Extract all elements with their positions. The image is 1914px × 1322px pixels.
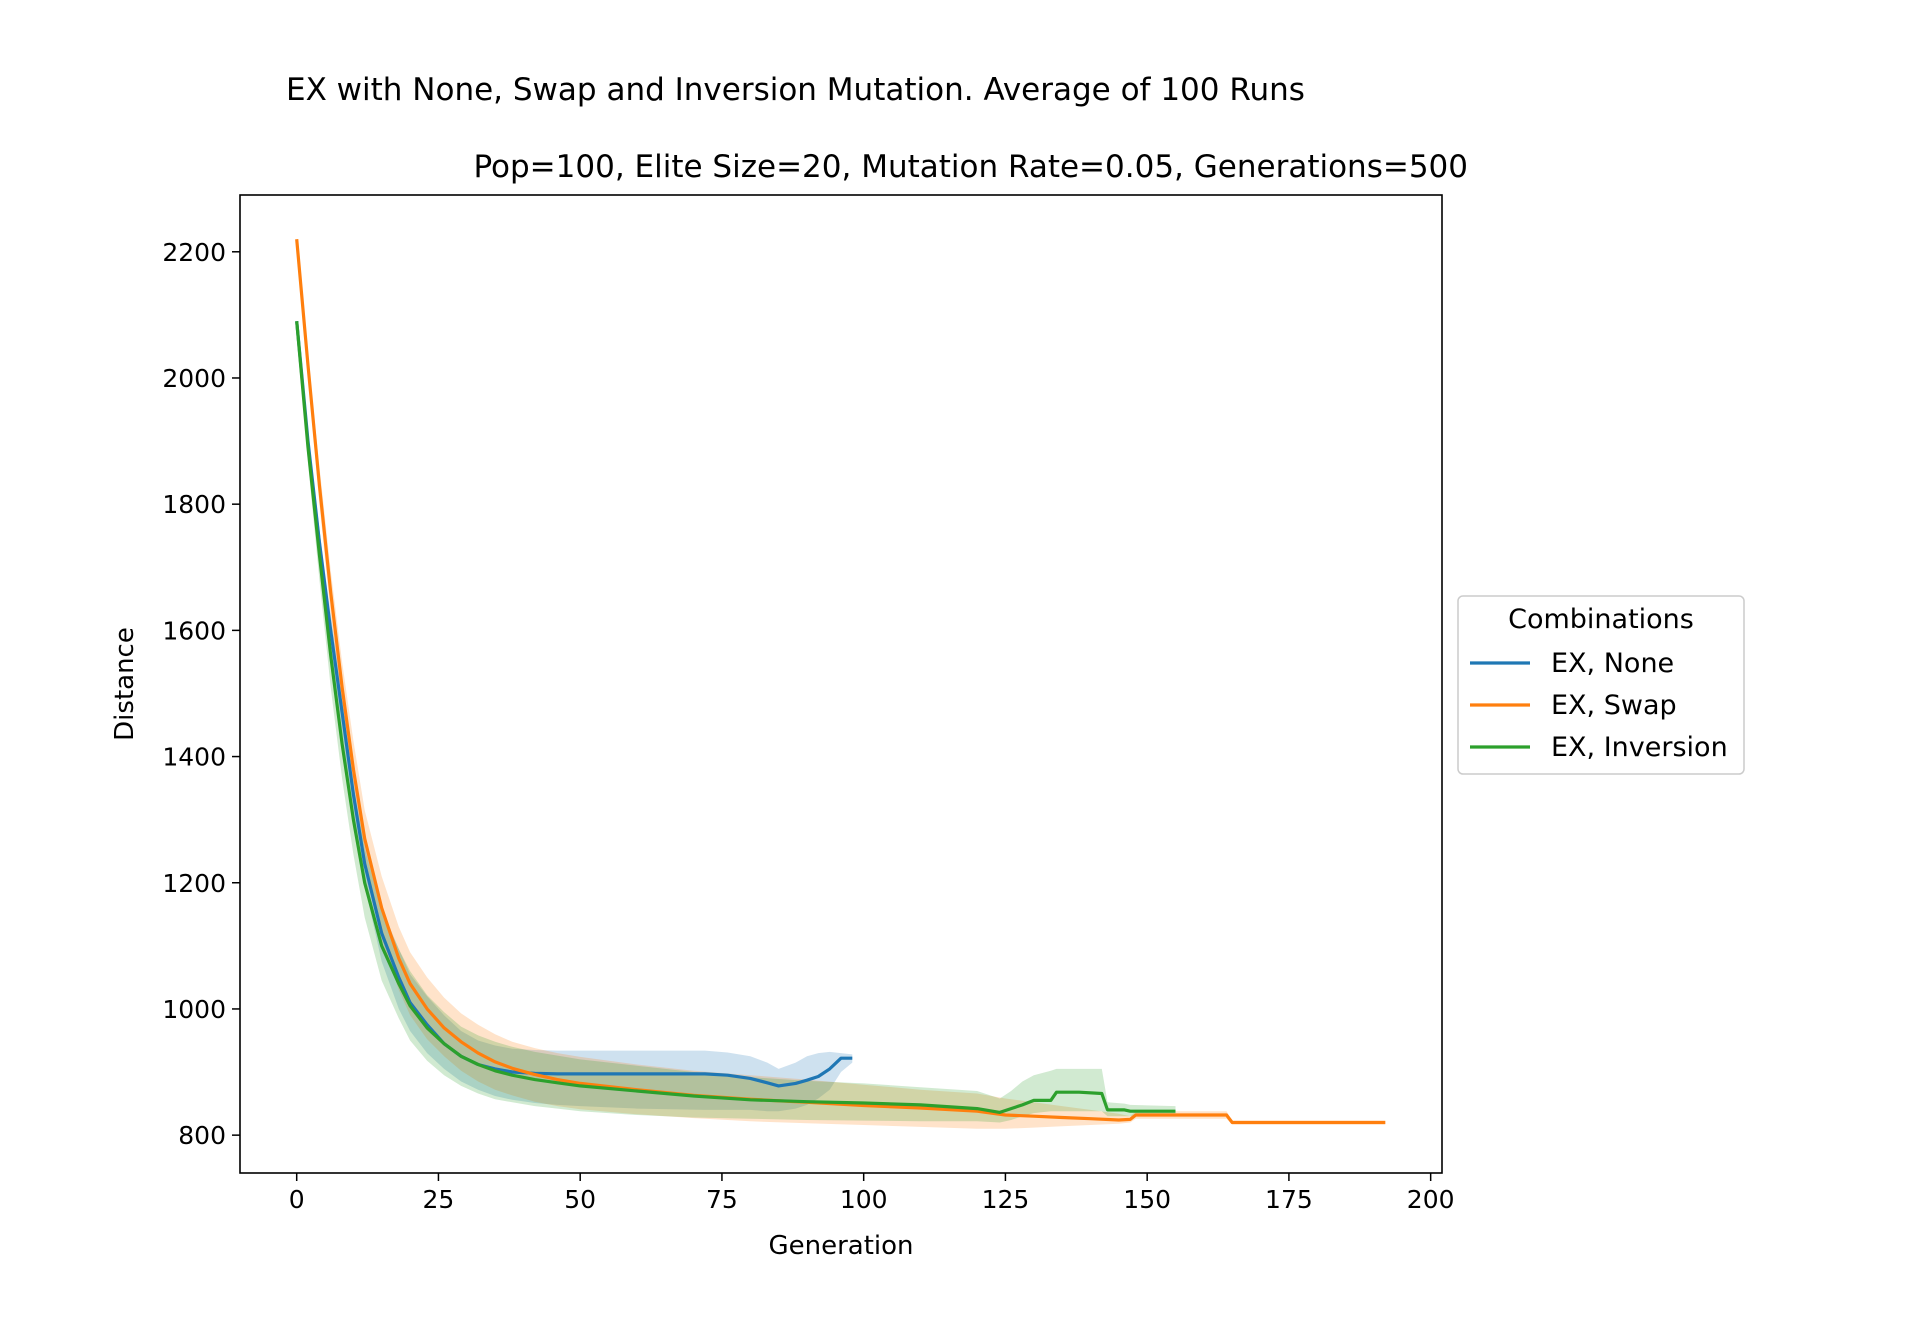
chart-subtitle: Pop=100, Elite Size=20, Mutation Rate=0.… <box>473 149 1468 185</box>
series-line-ex-inversion <box>295 321 1176 1115</box>
x-tick-label: 50 <box>564 1185 596 1214</box>
y-tick-label: 1600 <box>162 616 226 645</box>
y-tick-label: 2200 <box>162 238 226 267</box>
y-tick-label: 2000 <box>162 364 226 393</box>
legend-entries: EX, None EX, Swap EX, Inversion <box>1470 648 1728 763</box>
x-tick-label: 0 <box>289 1185 305 1214</box>
y-tick-label: 1000 <box>162 995 226 1024</box>
x-tick-label: 175 <box>1265 1185 1313 1214</box>
x-tick-label: 75 <box>706 1185 738 1214</box>
x-axis-label: Generation <box>768 1231 913 1261</box>
legend-label-ex-inversion: EX, Inversion <box>1551 732 1728 763</box>
legend-box <box>1457 595 1745 775</box>
x-tick-label: 25 <box>423 1185 455 1214</box>
x-tick-label: 125 <box>982 1185 1030 1214</box>
series-lines <box>295 239 1386 1125</box>
legend: Combinations EX, None EX, Swap EX, Inversi… <box>1457 595 1745 775</box>
x-tick-label: 100 <box>840 1185 888 1214</box>
y-tick-label: 1800 <box>162 490 226 519</box>
legend-label-ex-none: EX, None <box>1551 648 1674 679</box>
y-axis-ticks: 800 1000 1200 1400 1600 1800 2000 2200 <box>162 238 240 1150</box>
x-axis-ticks: 0 25 50 75 100 125 150 175 200 <box>289 1173 1455 1214</box>
y-tick-label: 1200 <box>162 869 226 898</box>
x-tick-label: 150 <box>1123 1185 1171 1214</box>
series-line-ex-none <box>295 321 853 1088</box>
y-tick-label: 800 <box>178 1121 226 1150</box>
legend-title: Combinations <box>1508 604 1694 635</box>
plot-frame <box>239 194 1443 1174</box>
y-axis-label: Distance <box>110 627 140 741</box>
x-tick-label: 200 <box>1407 1185 1455 1214</box>
chart-title: EX with None, Swap and Inversion Mutatio… <box>286 72 1305 108</box>
y-tick-label: 1400 <box>162 743 226 772</box>
legend-label-ex-swap: EX, Swap <box>1551 690 1677 721</box>
